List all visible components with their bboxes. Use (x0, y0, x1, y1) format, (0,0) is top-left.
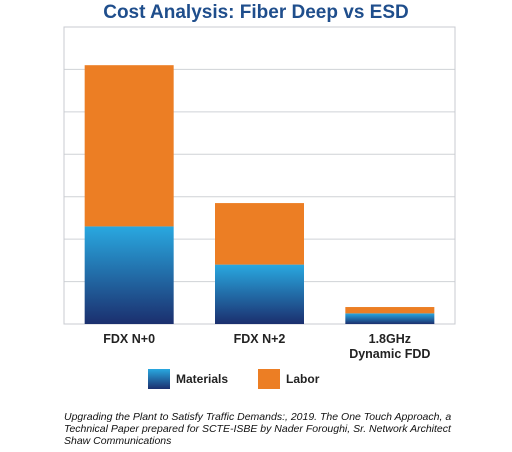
legend-label-labor: Labor (286, 372, 320, 386)
bar-labor-3 (345, 307, 435, 314)
chart-title: Cost Analysis: Fiber Deep vs ESD (103, 2, 409, 23)
bar-materials-3 (345, 313, 435, 324)
legend-label-materials: Materials (176, 372, 229, 386)
bars (84, 65, 435, 324)
caption-line: Shaw Communications (64, 435, 172, 447)
legend-swatch-labor (258, 369, 281, 389)
legend: Materials Labor (148, 368, 349, 390)
x-tick-label: FDX N+0 (103, 332, 156, 346)
legend-item-labor: Labor (258, 369, 319, 389)
x-tick-label: FDX N+2 (233, 332, 286, 346)
x-tick-label: 1.8GHz Dynamic FDD (349, 332, 431, 361)
bar-materials-2 (215, 264, 304, 324)
caption-line: Technical Paper prepared for SCTE-ISBE b… (64, 423, 451, 435)
bar-labor-1 (84, 65, 174, 227)
caption-line: Upgrading the Plant to Satisfy Traffic D… (64, 411, 452, 423)
legend-swatch-materials (148, 369, 170, 389)
bar-labor-2 (215, 203, 304, 265)
source-caption: Upgrading the Plant to Satisfy Traffic D… (64, 411, 504, 447)
bar-materials-1 (84, 226, 174, 324)
legend-item-materials: Materials (148, 369, 228, 389)
